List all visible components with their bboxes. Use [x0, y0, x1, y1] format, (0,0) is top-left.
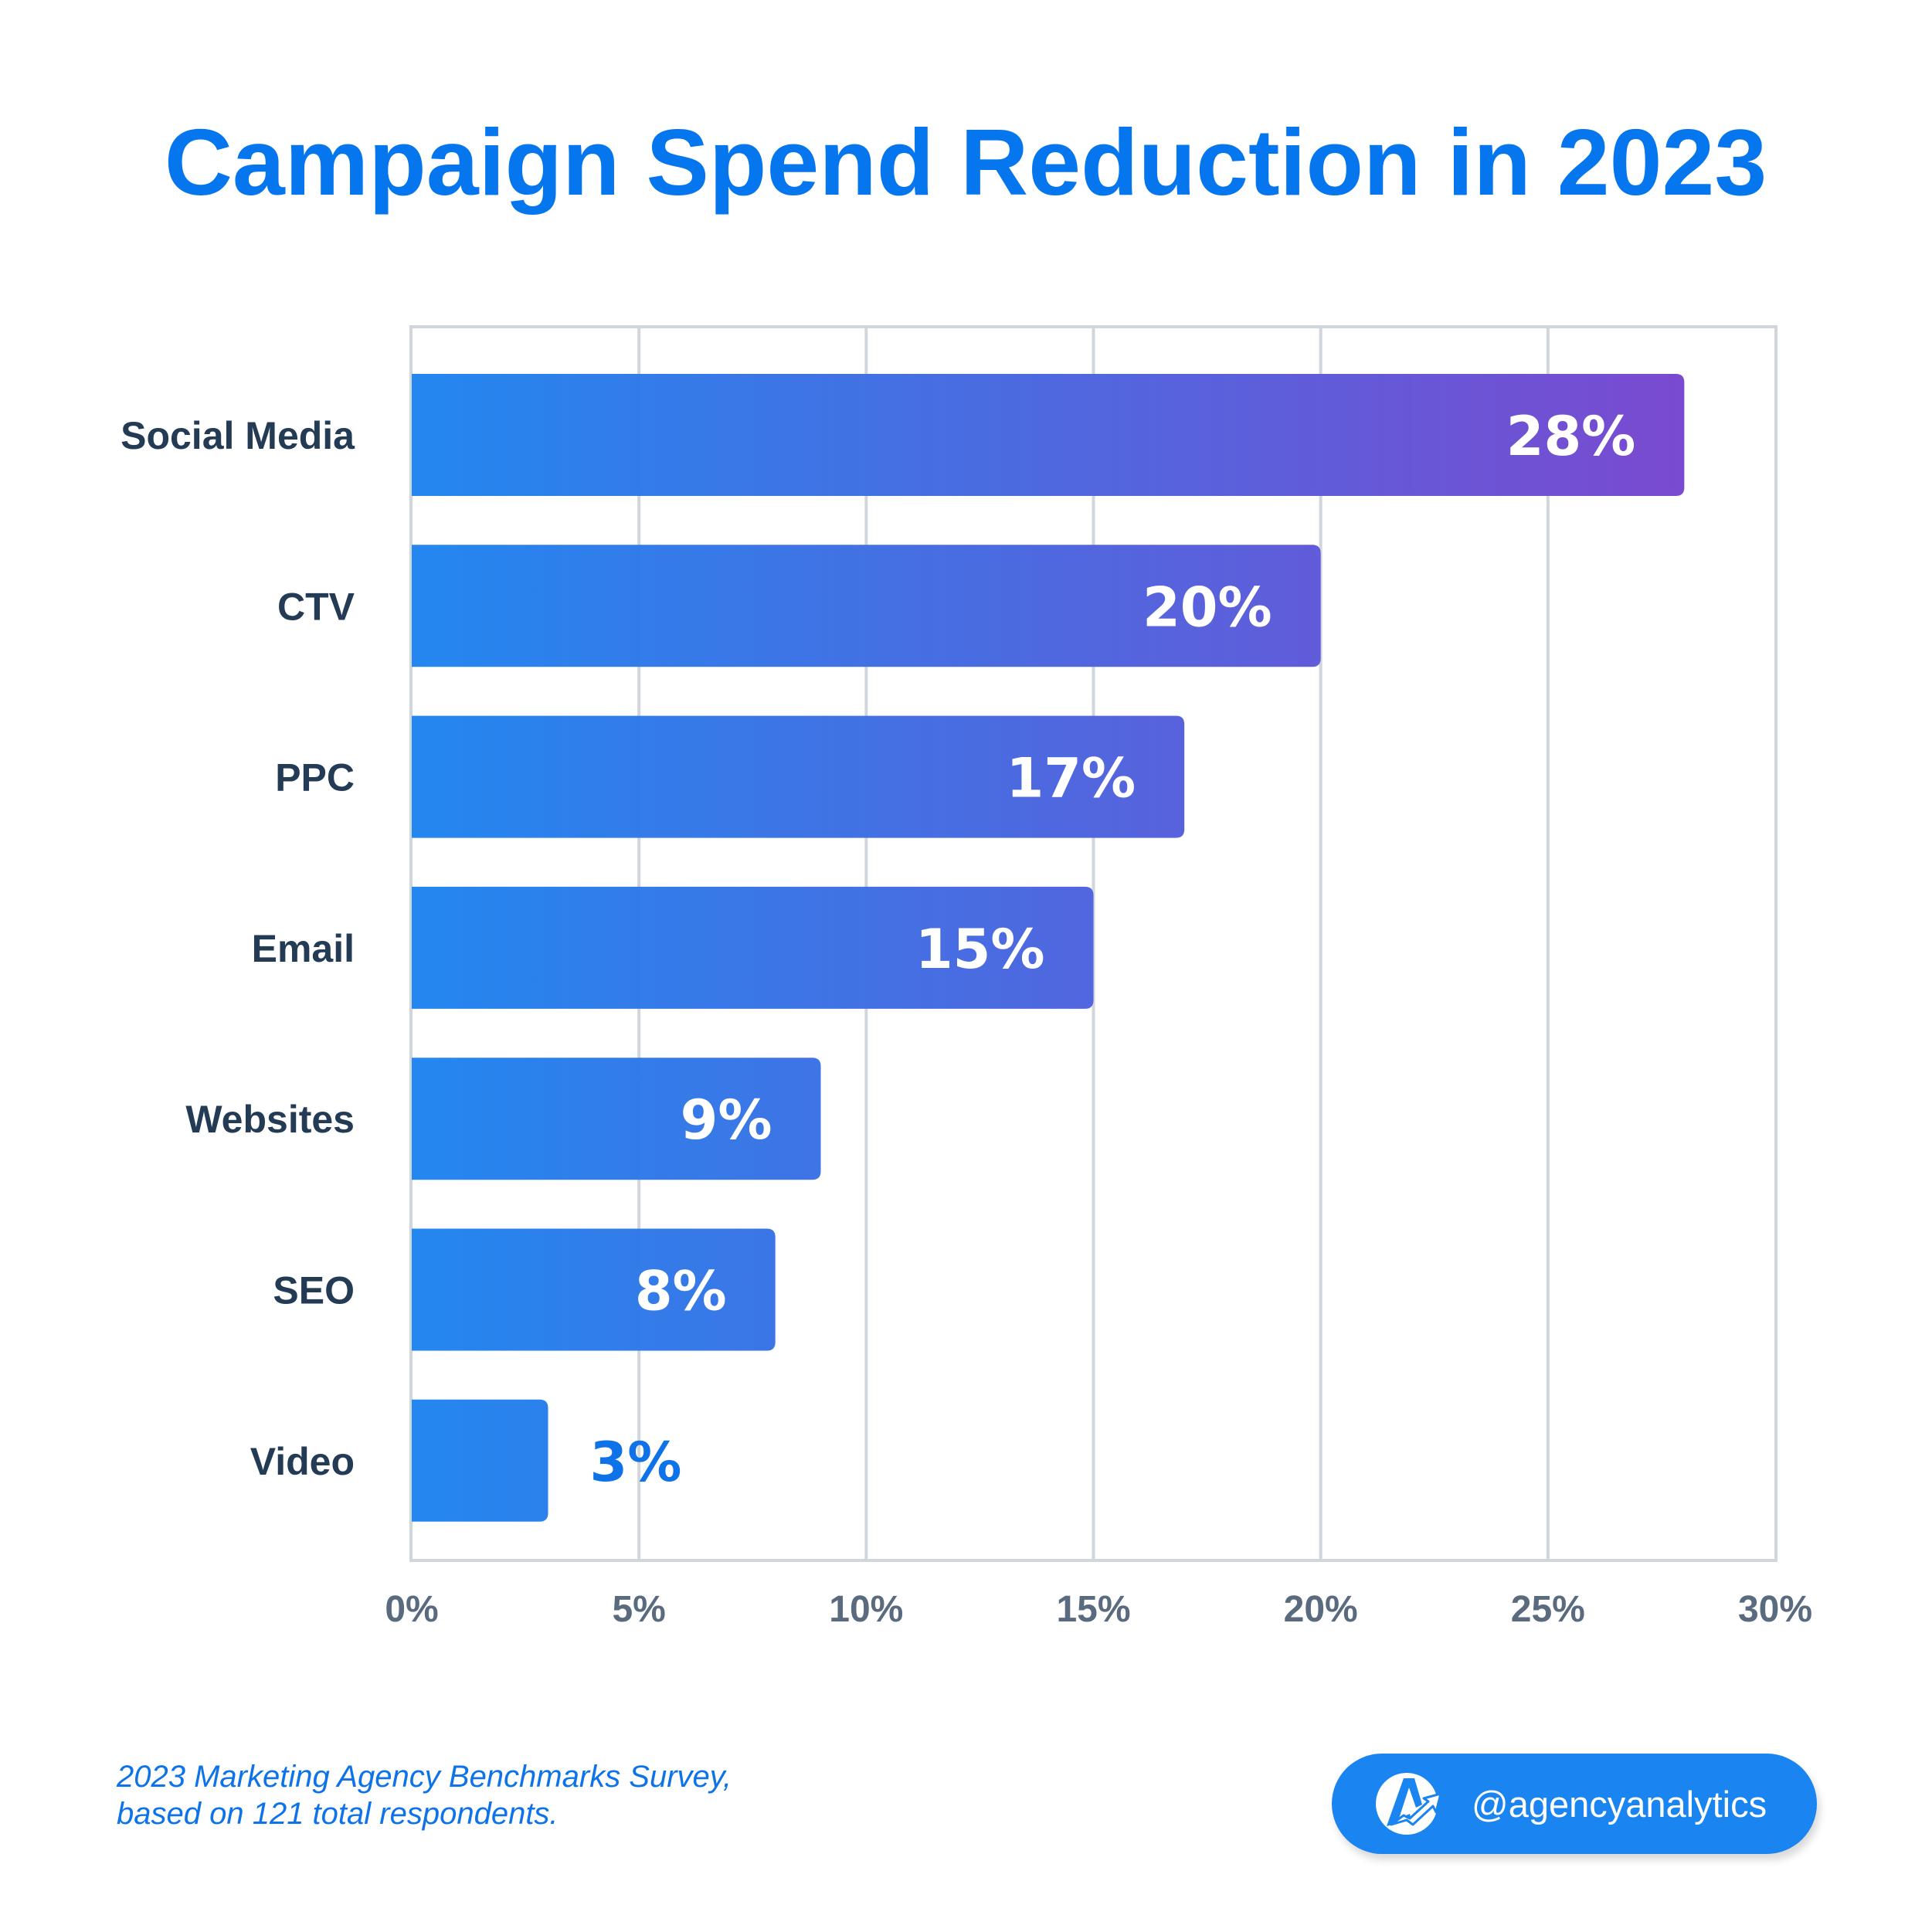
footnote-line-1: 2023 Marketing Agency Benchmarks Survey, [117, 1760, 732, 1794]
y-category-label: Websites [185, 1098, 355, 1141]
chart-title: Campaign Spend Reduction in 2023 [165, 110, 1767, 215]
gridlines [409, 325, 1778, 1562]
x-tick-label: 10% [829, 1589, 903, 1630]
social-handle-badge[interactable]: @agencyanalytics [1332, 1754, 1817, 1854]
social-handle-text: @agencyanalytics [1472, 1784, 1767, 1825]
footnote: 2023 Marketing Agency Benchmarks Survey,… [117, 1758, 732, 1832]
y-category-label: Email [252, 927, 355, 970]
footnote-line-2: based on 121 total respondents. [117, 1797, 559, 1831]
x-tick-label: 20% [1284, 1589, 1358, 1630]
y-category-label: Social Media [121, 414, 355, 457]
bar-value-label: 8% [635, 1260, 727, 1323]
bar [412, 374, 1685, 496]
bar-value-label: 28% [1506, 405, 1636, 468]
bar-value-label: 20% [1143, 576, 1272, 639]
bars [412, 374, 1685, 1522]
x-tick-label: 30% [1738, 1589, 1812, 1630]
x-tick-label: 0% [385, 1589, 438, 1630]
y-category-label: Video [250, 1440, 355, 1483]
bar-value-label: 3% [590, 1431, 682, 1494]
y-category-label: CTV [277, 585, 355, 628]
y-category-label: PPC [275, 756, 355, 800]
y-category-label: SEO [273, 1269, 355, 1312]
bar-value-label: 17% [1007, 747, 1136, 810]
bar [412, 886, 1094, 1009]
x-tick-label: 5% [612, 1589, 665, 1630]
x-tick-label: 25% [1511, 1589, 1585, 1630]
x-tick-label: 15% [1056, 1589, 1130, 1630]
bar [412, 715, 1185, 838]
bar [412, 545, 1321, 667]
bar-value-label: 15% [915, 918, 1045, 981]
bar [412, 1399, 548, 1522]
bar [412, 1228, 776, 1351]
bar-value-label: 9% [681, 1088, 772, 1152]
bar [412, 1058, 821, 1180]
labels: 0% 5% 10% 15% 20% 25% 30% Social Media 28% CTV 20%… [121, 405, 1812, 1630]
agencyanalytics-logo-icon [1376, 1773, 1442, 1835]
